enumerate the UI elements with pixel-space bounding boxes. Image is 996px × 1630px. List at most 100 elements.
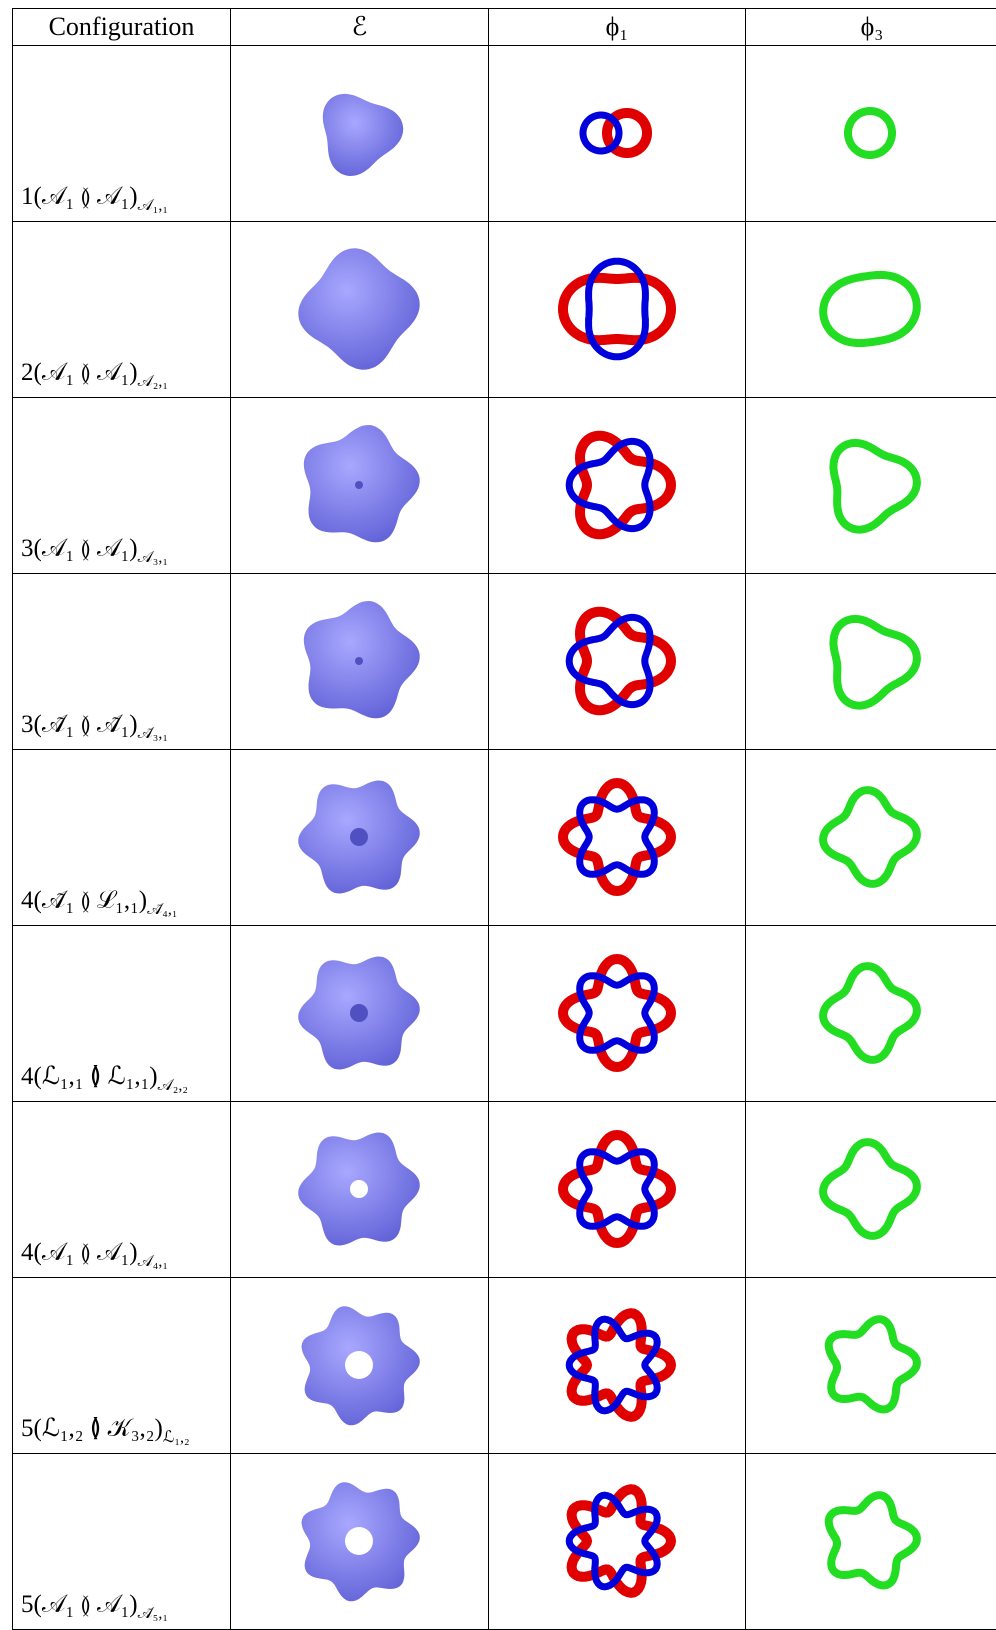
- configuration-label: 4(𝒜₁ ≬ 𝒜₁): [21, 1239, 138, 1266]
- energy-cell: [231, 222, 489, 398]
- table-row: 5(𝒜₁ ≬ 𝒜₁)𝒜̃₅,₁: [13, 1454, 996, 1630]
- configuration-label: 4(ℒ₁,₁ ≬ ℒ₁,₁): [21, 1063, 158, 1090]
- phi3-cell: [746, 1278, 996, 1454]
- energy-image: [231, 929, 487, 1098]
- energy-hole: [355, 657, 363, 665]
- phi3-cell: [746, 574, 996, 750]
- phi1-blue-curve: [580, 1152, 655, 1227]
- phi1-image: [489, 753, 745, 922]
- table-row: 4(𝒜̃₁ ≬ ℒ₁,₁)𝒜̃₄,₁: [13, 750, 996, 926]
- phi1-cell: [489, 1102, 746, 1278]
- configuration-subscript: 𝒜̃₃,₁: [138, 725, 168, 742]
- energy-image: [231, 1105, 487, 1274]
- phi1-image: [489, 225, 745, 394]
- phi3-cell: [746, 1102, 996, 1278]
- energy-surface: [298, 248, 419, 369]
- phi1-cell: [489, 46, 746, 222]
- phi3-image: [746, 577, 996, 746]
- phi1-image: [489, 929, 745, 1098]
- phi1-red-curve: [563, 959, 671, 1067]
- energy-cell: [231, 750, 489, 926]
- energy-image: [231, 577, 487, 746]
- phi3-green-curve: [823, 790, 917, 884]
- energy-hole: [345, 1351, 373, 1379]
- configuration-subscript: 𝒜₂,₁: [138, 373, 168, 390]
- energy-cell: [231, 46, 489, 222]
- energy-image: [231, 225, 487, 394]
- configuration-label: 2(𝒜₁ ≬ 𝒜₁): [21, 359, 138, 386]
- page: {"header": ["Configuration", "ℰ", "ϕ₁", …: [0, 0, 996, 1578]
- phi1-red-curve: [563, 1135, 671, 1243]
- table-row: 5(ℒ₁,₂ ≬ 𝒦₃,₂)ℒ₁,₂: [13, 1278, 996, 1454]
- phi1-image: [489, 577, 745, 746]
- phi3-green-curve: [829, 1495, 917, 1585]
- phi3-image: [746, 401, 996, 570]
- table-row: 4(ℒ₁,₁ ≬ ℒ₁,₁)𝒜₂,₂: [13, 926, 996, 1102]
- energy-hole: [345, 1527, 373, 1555]
- phi1-cell: [489, 926, 746, 1102]
- phi3-green-curve: [823, 275, 917, 343]
- phi3-green-curve: [834, 619, 917, 706]
- configuration-cell: 4(𝒜₁ ≬ 𝒜₁)𝒜₄,₁: [13, 1102, 231, 1278]
- phi1-red-curve: [580, 436, 671, 534]
- phi3-cell: [746, 1454, 996, 1630]
- configuration-cell: 5(𝒜₁ ≬ 𝒜₁)𝒜̃₅,₁: [13, 1454, 231, 1630]
- phi3-green-curve: [829, 1319, 917, 1409]
- phi1-image: [489, 1457, 745, 1626]
- configuration-label: 3(𝒜₁ ≬ 𝒜₁): [21, 535, 138, 562]
- table-row: 2(𝒜₁ ≬ 𝒜₁)𝒜₂,₁: [13, 222, 996, 398]
- energy-surface: [323, 94, 403, 176]
- phi3-image: [746, 929, 996, 1098]
- configuration-label: 5(𝒜₁ ≬ 𝒜₁): [21, 1591, 138, 1618]
- energy-cell: [231, 574, 489, 750]
- energy-cell: [231, 398, 489, 574]
- phi3-green-curve: [823, 966, 917, 1060]
- column-header: ℰ: [231, 9, 489, 46]
- phi3-green-curve: [848, 111, 892, 155]
- table-row: 3(𝒜₁ ≬ 𝒜₁)𝒜₃,₁: [13, 398, 996, 574]
- configuration-subscript: 𝒜₄,₁: [138, 1253, 168, 1270]
- table-row: 4(𝒜₁ ≬ 𝒜₁)𝒜₄,₁: [13, 1102, 996, 1278]
- configuration-cell: 1(𝒜₁ ≬ 𝒜₁)𝒜₁,₁: [13, 46, 231, 222]
- phi1-image: [489, 401, 745, 570]
- phi1-cell: [489, 750, 746, 926]
- energy-hole: [350, 1180, 368, 1198]
- energy-image: [231, 1457, 487, 1626]
- phi1-image: [489, 1281, 745, 1450]
- column-header: ϕ₁: [489, 9, 746, 46]
- phi1-blue-curve: [580, 800, 655, 875]
- phi3-image: [746, 1457, 996, 1626]
- energy-image: [231, 1281, 487, 1450]
- configuration-cell: 3(𝒜₁ ≬ 𝒜₁)𝒜₃,₁: [13, 398, 231, 574]
- phi1-red-curve: [563, 783, 671, 891]
- phi3-image: [746, 1281, 996, 1450]
- phi1-blue-curve: [580, 976, 655, 1051]
- configuration-cell: 2(𝒜₁ ≬ 𝒜₁)𝒜₂,₁: [13, 222, 231, 398]
- phi3-green-curve: [834, 443, 917, 530]
- configuration-cell: 4(𝒜̃₁ ≬ ℒ₁,₁)𝒜̃₄,₁: [13, 750, 231, 926]
- configuration-cell: 3(𝒜̃₁ ≬ 𝒜̃₁)𝒜̃₃,₁: [13, 574, 231, 750]
- energy-image: [231, 401, 487, 570]
- phi1-image: [489, 49, 745, 218]
- column-header: Configuration: [13, 9, 231, 46]
- energy-image: [231, 49, 487, 218]
- energy-cell: [231, 926, 489, 1102]
- phi3-image: [746, 1105, 996, 1274]
- phi1-blue-curve: [583, 115, 619, 151]
- configuration-subscript: ℒ₁,₂: [163, 1429, 190, 1446]
- table-row: 1(𝒜₁ ≬ 𝒜₁)𝒜₁,₁: [13, 46, 996, 222]
- phi3-green-curve: [823, 1142, 917, 1236]
- phi1-cell: [489, 1278, 746, 1454]
- phi1-cell: [489, 398, 746, 574]
- configuration-label: 4(𝒜̃₁ ≬ ℒ₁,₁): [21, 887, 147, 914]
- phi1-cell: [489, 574, 746, 750]
- energy-cell: [231, 1454, 489, 1630]
- configuration-label: 1(𝒜₁ ≬ 𝒜₁): [21, 183, 138, 210]
- configuration-cell: 4(ℒ₁,₁ ≬ ℒ₁,₁)𝒜₂,₂: [13, 926, 231, 1102]
- phi3-image: [746, 753, 996, 922]
- column-header: ϕ₃: [746, 9, 996, 46]
- phi3-image: [746, 225, 996, 394]
